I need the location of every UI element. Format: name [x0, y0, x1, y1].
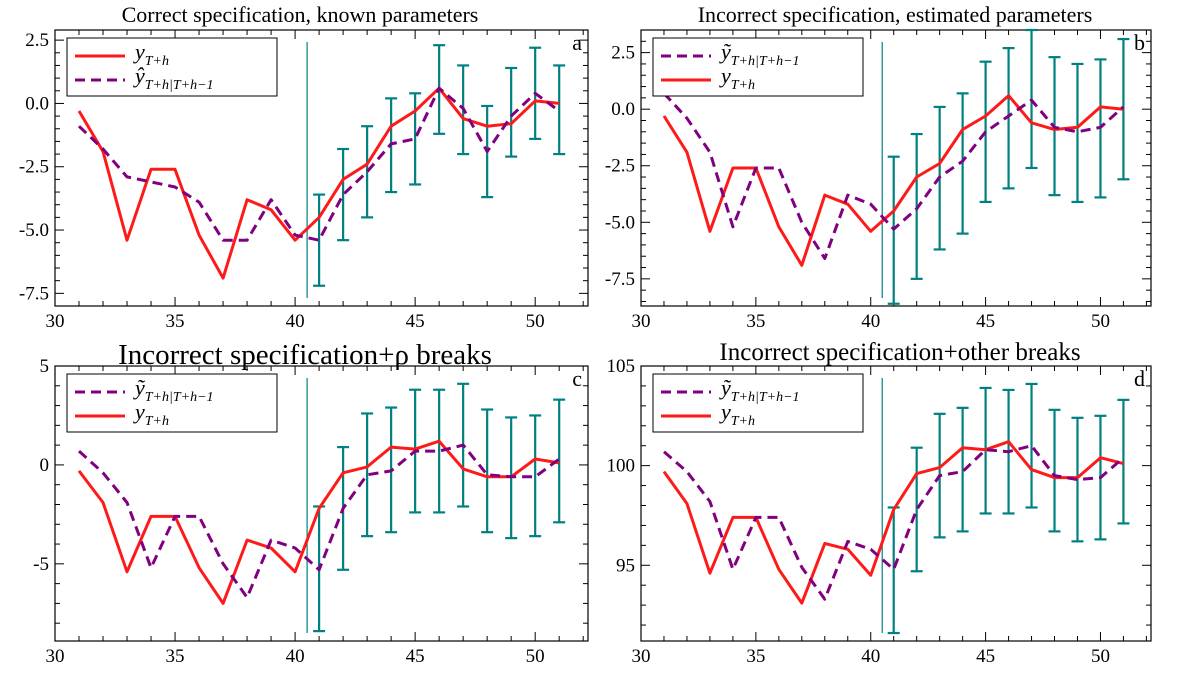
- y-tick-label: -2.5: [605, 156, 635, 177]
- legend-box: [66, 373, 278, 433]
- panel-label: b: [1134, 30, 1145, 55]
- error-bar: [1071, 62, 1084, 204]
- error-bar: [433, 388, 446, 514]
- x-tick-label: 40: [861, 311, 880, 332]
- y-tick-label: -2.5: [19, 157, 49, 178]
- series-line-forecast: [77, 443, 561, 599]
- x-tick-label: 30: [46, 646, 65, 667]
- series-line-actual: [77, 86, 560, 280]
- panel-title: Incorrect specification+other breaks: [719, 339, 1080, 366]
- error-bar: [1071, 416, 1084, 543]
- legend-box: [66, 37, 278, 97]
- plot-frame: [54, 29, 589, 307]
- error-bar: [529, 414, 542, 538]
- error-bar: [409, 92, 422, 186]
- legend: ỹT+h|T+h−1yT+h: [66, 373, 278, 433]
- error-bar: [313, 193, 326, 287]
- legend-box: [652, 373, 864, 433]
- x-tick-label: 45: [406, 311, 425, 332]
- legend: ỹT+h|T+h−1yT+h: [652, 37, 864, 97]
- x-tick-label: 35: [746, 646, 765, 667]
- error-bar: [481, 408, 494, 534]
- x-tick-label: 30: [632, 311, 651, 332]
- legend-label-forecast: ỹT+h|T+h−1: [133, 375, 214, 405]
- x-tick-label: 40: [286, 646, 305, 667]
- x-tick-label: 35: [166, 311, 185, 332]
- y-tick-label: 5: [40, 356, 50, 377]
- panel-title: Correct specification, known parameters: [122, 2, 479, 27]
- panel-label: a: [572, 30, 582, 55]
- error-bar: [956, 92, 969, 235]
- panel-b: Incorrect specification, estimated param…: [605, 2, 1152, 332]
- legend-label-forecast: ỹT+h|T+h−1: [719, 375, 800, 405]
- error-bar: [1002, 46, 1015, 190]
- x-tick-label: 30: [632, 646, 651, 667]
- error-bar: [553, 398, 566, 524]
- series-line-forecast: [77, 86, 561, 242]
- series-line-actual: [77, 439, 560, 605]
- y-tick-label: 2.5: [611, 43, 635, 64]
- error-bar: [1117, 398, 1130, 525]
- error-bar: [910, 446, 923, 573]
- x-tick-label: 40: [861, 646, 880, 667]
- x-tick-label: 50: [526, 646, 545, 667]
- y-tick-label: 0: [40, 455, 50, 476]
- error-bar: [553, 64, 566, 156]
- error-bar: [337, 147, 350, 242]
- legend-label-actual: yT+h: [133, 39, 169, 69]
- series-line-actual: [662, 440, 1124, 605]
- x-tick-label: 45: [976, 311, 995, 332]
- series-line-forecast: [662, 92, 1125, 260]
- y-tick-label: 0.0: [611, 99, 635, 120]
- y-tick-label: -5.0: [605, 212, 635, 233]
- x-tick-label: 30: [46, 311, 65, 332]
- panel-title: Incorrect specification+ρ breaks: [118, 339, 492, 371]
- y-tick-label: -7.5: [19, 283, 49, 304]
- x-tick-label: 45: [406, 646, 425, 667]
- legend-label-actual: yT+h: [133, 399, 169, 429]
- panel-title: Incorrect specification, estimated param…: [698, 2, 1093, 27]
- panel-label: c: [572, 366, 582, 391]
- panel-c: Incorrect specification+ρ breaks c 30 35 40 4…: [33, 339, 589, 667]
- x-tick-label: 35: [746, 311, 765, 332]
- panel-label: d: [1134, 366, 1145, 391]
- y-tick-label: 0.0: [25, 93, 49, 114]
- error-bar: [361, 412, 374, 538]
- y-tick-label: 100: [607, 456, 636, 477]
- series-line-forecast: [663, 444, 1125, 601]
- plot-frame: [640, 365, 1152, 642]
- legend: ỹT+h|T+h−1yT+h: [652, 373, 864, 433]
- legend-label-forecast: ŷT+h|T+h−1: [133, 63, 214, 93]
- x-tick-label: 45: [976, 646, 995, 667]
- error-bar: [361, 125, 374, 219]
- x-tick-label: 50: [1091, 311, 1110, 332]
- series-line-actual: [662, 94, 1124, 267]
- plot-frame: [54, 365, 589, 642]
- panel-d: Incorrect specification+other breaks d 30 3…: [607, 339, 1152, 667]
- error-bar: [1048, 408, 1061, 533]
- y-tick-label: -5: [33, 554, 49, 575]
- x-tick-label: 35: [166, 646, 185, 667]
- error-bar: [1025, 382, 1038, 509]
- y-tick-label: 105: [607, 356, 636, 377]
- y-tick-label: 95: [616, 555, 635, 576]
- y-tick-label: -7.5: [605, 269, 635, 290]
- error-bar: [1117, 37, 1130, 181]
- legend-box: [652, 37, 864, 97]
- x-tick-label: 50: [526, 311, 545, 332]
- plot-frame: [640, 29, 1152, 307]
- legend-label-actual: yT+h: [719, 63, 755, 93]
- y-tick-label: -5.0: [19, 220, 49, 241]
- legend: yT+hŷT+h|T+h−1: [66, 37, 278, 97]
- error-bar: [505, 66, 518, 158]
- x-tick-label: 50: [1091, 646, 1110, 667]
- legend-label-actual: yT+h: [719, 399, 755, 429]
- error-bar: [887, 506, 900, 635]
- legend-label-forecast: ỹT+h|T+h−1: [719, 39, 800, 69]
- x-tick-label: 40: [286, 311, 305, 332]
- panel-a: Correct specification, known parameters a…: [19, 2, 589, 332]
- y-tick-label: 2.5: [25, 30, 49, 51]
